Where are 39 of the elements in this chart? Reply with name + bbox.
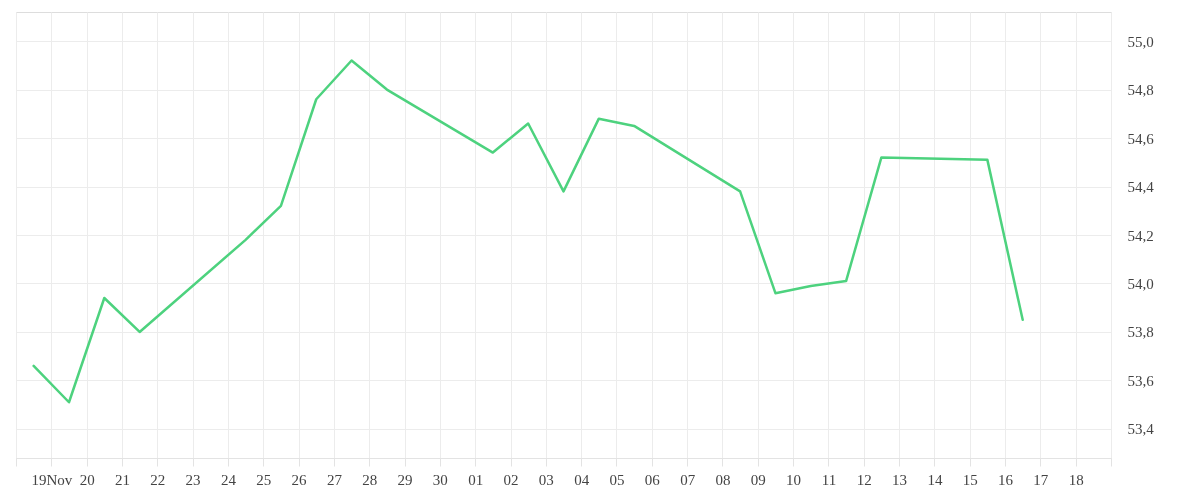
x-tick-label: 11 xyxy=(821,471,837,488)
x-tick-label: 05 xyxy=(609,471,625,488)
x-tick-label: 15 xyxy=(962,471,978,488)
x-tick-label: 04 xyxy=(574,471,590,488)
y-tick-label: 53,4 xyxy=(1127,421,1155,438)
y-tick-label: 54,4 xyxy=(1127,179,1155,196)
y-tick-label: 55,0 xyxy=(1127,33,1154,50)
y-tick-label: 54,8 xyxy=(1127,82,1154,99)
y-tick-label: 53,6 xyxy=(1127,372,1155,389)
x-tick-label: 27 xyxy=(326,471,343,488)
x-tick-label: 07 xyxy=(680,471,696,488)
y-tick-label: 54,0 xyxy=(1127,275,1154,292)
x-tick-label: 10 xyxy=(786,471,802,488)
x-tick-label: 30 xyxy=(432,471,448,488)
x-tick-label: 06 xyxy=(644,471,661,488)
x-tick-label: 14 xyxy=(927,471,943,488)
x-tick-label: 19Nov xyxy=(31,471,73,488)
x-tick-label: 24 xyxy=(220,471,237,488)
x-tick-label: 09 xyxy=(750,471,766,488)
y-tick-label: 54,6 xyxy=(1127,130,1155,147)
y-tick-label: 54,2 xyxy=(1127,227,1154,244)
x-tick-label: 29 xyxy=(397,471,413,488)
x-tick-label: 20 xyxy=(79,471,95,488)
x-tick-label: 21 xyxy=(114,471,130,488)
x-tick-label: 12 xyxy=(856,471,872,488)
x-tick-label: 18 xyxy=(1068,471,1084,488)
x-tick-label: 25 xyxy=(256,471,272,488)
x-tick-label: 26 xyxy=(291,471,308,488)
x-tick-label: 23 xyxy=(185,471,201,488)
x-tick-label: 02 xyxy=(503,471,519,488)
x-tick-label: 13 xyxy=(892,471,908,488)
x-tick-label: 03 xyxy=(538,471,554,488)
y-tick-label: 53,8 xyxy=(1127,324,1154,341)
x-tick-label: 01 xyxy=(468,471,484,488)
x-tick-label: 22 xyxy=(150,471,166,488)
x-tick-label: 16 xyxy=(998,471,1014,488)
x-tick-label: 28 xyxy=(362,471,378,488)
x-tick-label: 17 xyxy=(1033,471,1049,488)
x-tick-label: 08 xyxy=(715,471,731,488)
